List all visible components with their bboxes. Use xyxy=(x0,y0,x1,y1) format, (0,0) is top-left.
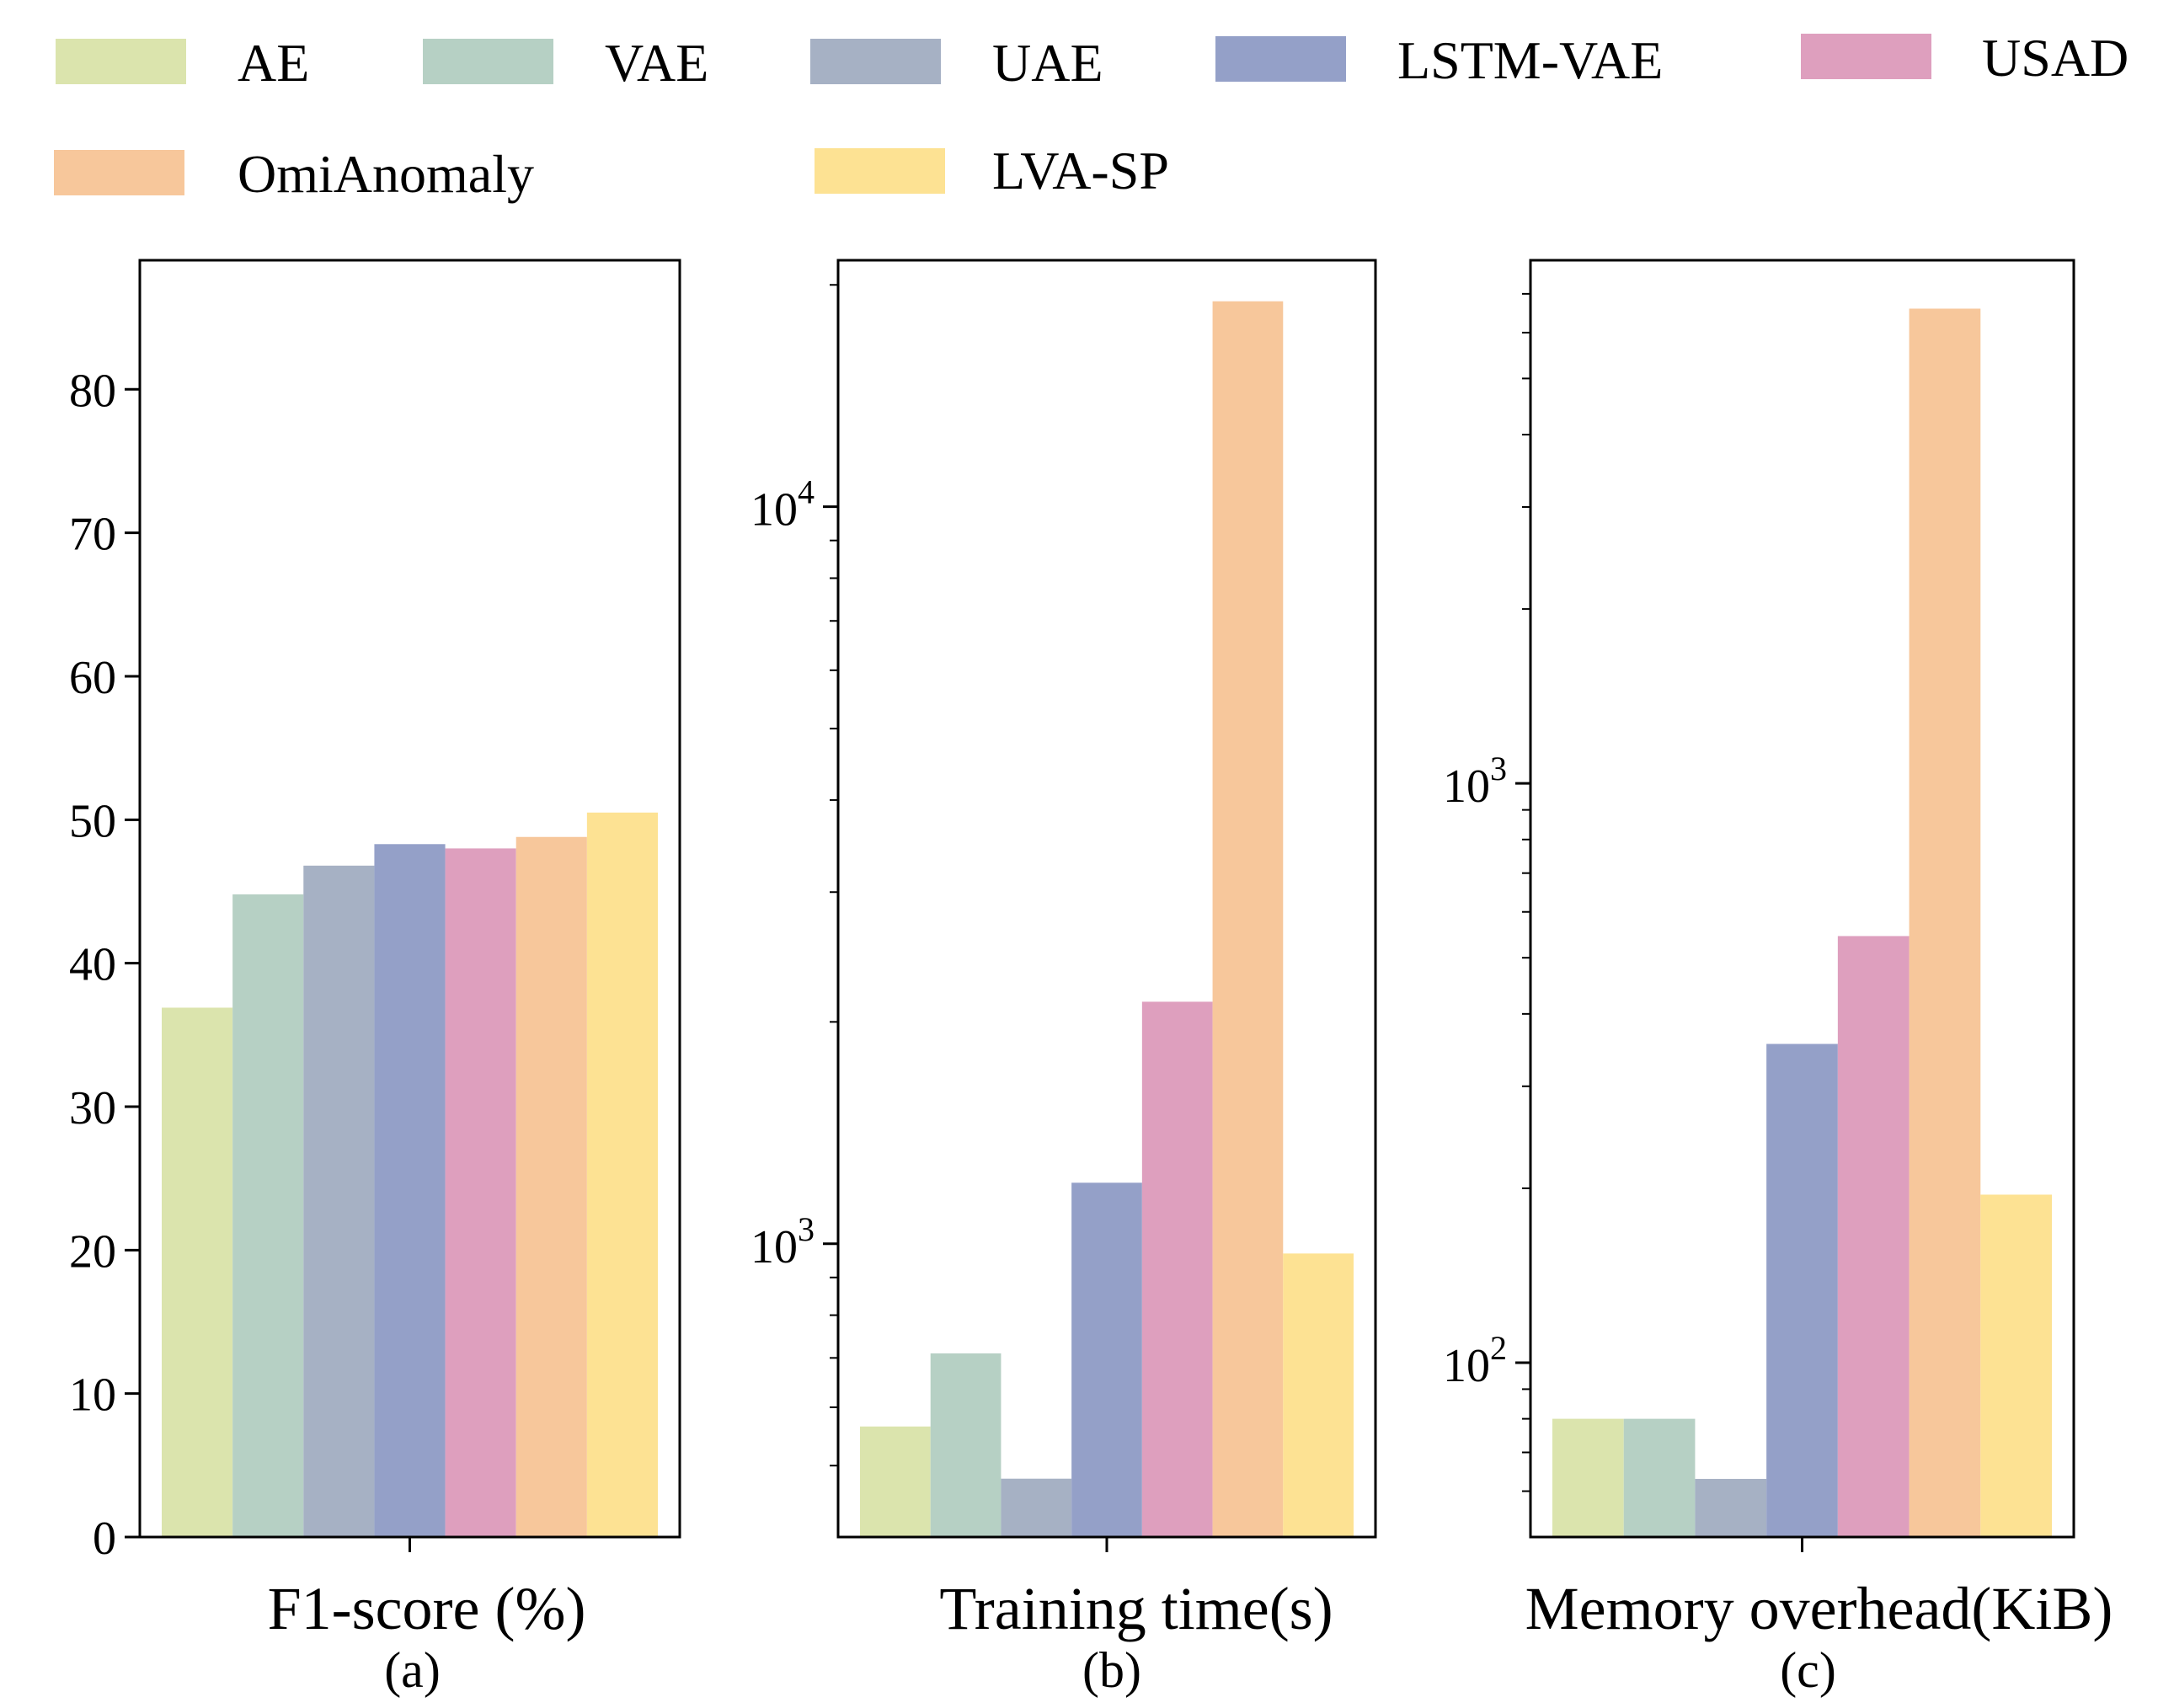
panel-caption: (b) xyxy=(1082,1642,1141,1698)
legend-label-ae: AE xyxy=(238,33,309,93)
panel-caption: (a) xyxy=(384,1642,441,1698)
bar-uae xyxy=(1695,1478,1767,1537)
bar-lstm-vae xyxy=(374,844,446,1537)
y-tick-label: 30 xyxy=(69,1082,116,1134)
y-tick-label: 10 xyxy=(69,1369,116,1422)
legend-swatch-vae xyxy=(423,39,553,84)
bar-uae xyxy=(303,865,375,1537)
bar-usad xyxy=(1837,936,1910,1537)
y-tick-label: 20 xyxy=(69,1225,116,1278)
y-tick-label: 50 xyxy=(69,795,116,847)
y-tick-label: 104 xyxy=(750,473,815,536)
legend-swatch-lva-sp xyxy=(815,148,945,194)
bar-vae xyxy=(1623,1418,1696,1537)
legend-swatch-ae xyxy=(56,39,186,84)
bar-lstm-vae xyxy=(1071,1182,1142,1537)
legend: AE VAE UAE LSTM-VAE USAD OmiAnomaly LVA-SP xyxy=(54,28,2129,204)
bar-omianomaly xyxy=(515,836,587,1537)
x-axis-label: F1-score (%) xyxy=(268,1575,586,1642)
panel-caption: (c) xyxy=(1780,1642,1836,1698)
legend-label-usad: USAD xyxy=(1982,28,2129,88)
legend-swatch-uae xyxy=(810,39,941,84)
x-axis-label: Training time(s) xyxy=(939,1575,1333,1642)
legend-label-uae: UAE xyxy=(992,33,1103,93)
bar-ae xyxy=(860,1426,931,1537)
bar-ae xyxy=(1552,1418,1624,1537)
y-tick-label: 40 xyxy=(69,939,116,991)
panel-training-time: 103 104 Training time(s)(b) xyxy=(750,259,1377,1698)
x-axis-label: Memory overhead(KiB) xyxy=(1525,1575,2113,1642)
bar-lstm-vae xyxy=(1766,1043,1838,1537)
y-tick-label: 102 xyxy=(1443,1329,1507,1392)
bar-uae xyxy=(1001,1478,1072,1537)
y-tick-label: 103 xyxy=(1443,750,1507,813)
bar-omianomaly xyxy=(1212,301,1284,1537)
bar-vae xyxy=(232,894,304,1537)
panel-memory-overhead: 102 103 Memory overhead(KiB)(c) xyxy=(1443,259,2113,1698)
y-tick-label: 80 xyxy=(69,365,116,417)
bar-lva-sp xyxy=(1980,1194,2052,1537)
bar-usad xyxy=(1141,1001,1213,1537)
y-tick-label: 103 xyxy=(750,1210,815,1273)
legend-swatch-omianomaly xyxy=(54,150,184,195)
legend-label-lstm-vae: LSTM-VAE xyxy=(1397,30,1663,90)
legend-swatch-usad xyxy=(1801,34,1931,79)
legend-label-lva-sp: LVA-SP xyxy=(992,141,1169,200)
bar-vae xyxy=(930,1353,1002,1537)
bar-ae xyxy=(162,1007,233,1537)
y-tick-label: 70 xyxy=(69,509,116,561)
y-tick-label: 0 xyxy=(93,1513,116,1565)
bar-lva-sp xyxy=(586,812,658,1537)
y-tick-label: 60 xyxy=(69,652,116,704)
legend-label-vae: VAE xyxy=(605,33,708,93)
bar-omianomaly xyxy=(1909,308,1981,1537)
bar-usad xyxy=(445,848,516,1537)
legend-label-omianomaly: OmiAnomaly xyxy=(238,144,534,204)
legend-swatch-lstm-vae xyxy=(1215,36,1346,82)
panel-f1-score: 0 10 20 30 40 50 60 70 80 F1-score (%)(a) xyxy=(69,259,681,1698)
bar-lva-sp xyxy=(1283,1253,1354,1537)
